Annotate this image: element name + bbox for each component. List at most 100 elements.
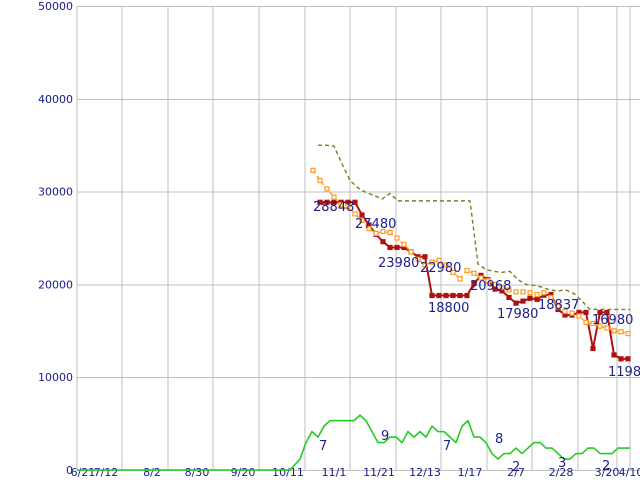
series-marker-price-avg <box>541 290 547 296</box>
volume-point-labels: 797 82 3 2 <box>319 429 610 475</box>
series-marker-price-avg <box>422 262 428 268</box>
volume-series <box>77 414 630 471</box>
data-point-label: 18800 <box>428 301 469 316</box>
series-marker-price-avg <box>317 177 323 184</box>
data-point-label: 22980 <box>420 261 461 276</box>
data-point-label: 16980 <box>592 313 633 328</box>
x-tick-label: 9/20 <box>231 466 256 479</box>
volume-line <box>77 414 630 471</box>
series-marker-price-avg <box>443 262 449 268</box>
volume-point-label: 2 <box>602 459 610 474</box>
series-marker-price-min <box>464 292 470 299</box>
series-marker-price-avg <box>401 241 407 248</box>
series-marker-price-avg <box>345 203 351 210</box>
series-marker-price-min <box>422 254 428 260</box>
series-marker-price-avg <box>450 269 456 275</box>
series-marker-price-min <box>450 292 456 299</box>
series-marker-price-avg <box>555 304 561 310</box>
x-axis-tick-labels: 6/217/12 8/2 8/30 9/20 10/11 11/1 11/21 12/13 1/… <box>71 466 640 479</box>
series-marker-price-min <box>513 300 519 306</box>
series-marker-price-min <box>618 356 624 362</box>
series-marker-price-avg <box>310 167 316 173</box>
x-tick-label: 3/20 <box>595 466 620 479</box>
volume-point-label: 7 <box>443 439 451 454</box>
series-marker-price-min <box>611 352 617 358</box>
x-tick-label: 6/21 <box>71 466 96 479</box>
series-marker-price-avg <box>380 228 386 235</box>
series-marker-price-min <box>324 199 330 205</box>
series-marker-price-min <box>527 295 533 301</box>
series-marker-price-avg <box>506 287 512 293</box>
series-marker-price-avg <box>457 276 463 282</box>
x-tick-label: 11/1 <box>322 466 347 479</box>
series-marker-price-min <box>436 292 442 299</box>
series-marker-price-avg <box>597 323 603 329</box>
x-tick-label: 2/7 <box>507 466 525 479</box>
y-tick-label: 10000 <box>38 371 73 384</box>
series-marker-price-avg <box>618 329 624 335</box>
y-axis-tick-labels: 0 10000 20000 30000 40000 50000 <box>38 0 73 477</box>
series-marker-price-avg <box>366 226 372 232</box>
series-marker-price-avg <box>415 256 421 262</box>
series-marker-price-min <box>471 280 477 287</box>
series-marker-price-avg <box>464 267 470 274</box>
data-point-label: 17980 <box>497 307 538 322</box>
data-point-label: 20968 <box>470 279 511 294</box>
x-tick-label: 4/10 <box>619 466 640 479</box>
series-marker-price-avg <box>485 278 491 284</box>
data-point-label: 28848 <box>313 200 354 215</box>
series-marker-price-avg <box>548 294 554 300</box>
gridlines <box>76 6 640 471</box>
data-point-label: 23980 <box>378 256 419 271</box>
series-marker-price-min <box>331 199 337 205</box>
series-marker-price-min <box>352 199 358 205</box>
series-marker-price-min <box>506 294 512 300</box>
series-marker-price-avg <box>324 186 330 192</box>
series-marker-price-min <box>492 286 498 292</box>
volume-point-label: 3 <box>558 456 566 471</box>
series-marker-price-avg <box>562 308 568 314</box>
series-marker-price-min <box>380 239 386 245</box>
series-marker-price-avg <box>338 201 344 208</box>
series-marker-price-min <box>597 309 603 316</box>
series-marker-price-min <box>359 212 365 218</box>
data-point-label: 18837 <box>538 298 579 313</box>
series-marker-price-min <box>443 292 449 299</box>
data-series-group <box>310 144 631 362</box>
series-marker-price-avg <box>387 229 393 236</box>
x-tick-label: 11/21 <box>363 466 395 479</box>
series-marker-price-avg <box>576 313 582 319</box>
y-tick-label: 0 <box>66 464 73 477</box>
series-marker-price-avg <box>513 289 519 295</box>
series-marker-price-avg <box>373 230 379 236</box>
data-point-label: 27480 <box>355 217 396 232</box>
series-marker-price-min <box>534 296 540 302</box>
data-point-label: 11980 <box>608 365 640 380</box>
series-marker-price-avg <box>499 284 505 290</box>
series-marker-price-min <box>604 309 610 316</box>
x-tick-label: 10/11 <box>272 466 304 479</box>
series-marker-price-avg <box>520 289 526 295</box>
series-marker-price-min <box>520 298 526 304</box>
series-marker-price-avg <box>604 325 610 331</box>
x-tick-label: 2/28 <box>549 466 574 479</box>
series-marker-price-min <box>625 356 631 362</box>
y-tick-label: 40000 <box>38 93 73 106</box>
series-line-price-avg <box>312 169 629 335</box>
series-marker-price-avg <box>408 249 414 255</box>
y-tick-label: 50000 <box>38 0 73 13</box>
series-marker-price-avg <box>590 320 596 326</box>
series-marker-price-avg <box>569 310 575 316</box>
series-marker-price-avg <box>429 259 435 265</box>
y-tick-label: 20000 <box>38 278 73 291</box>
x-tick-label: 8/2 <box>143 466 161 479</box>
series-marker-price-min <box>317 199 323 205</box>
x-tick-label: 8/30 <box>185 466 210 479</box>
series-marker-price-min <box>590 345 596 352</box>
x-tick-label: 12/13 <box>409 466 441 479</box>
series-marker-price-avg <box>527 290 533 296</box>
